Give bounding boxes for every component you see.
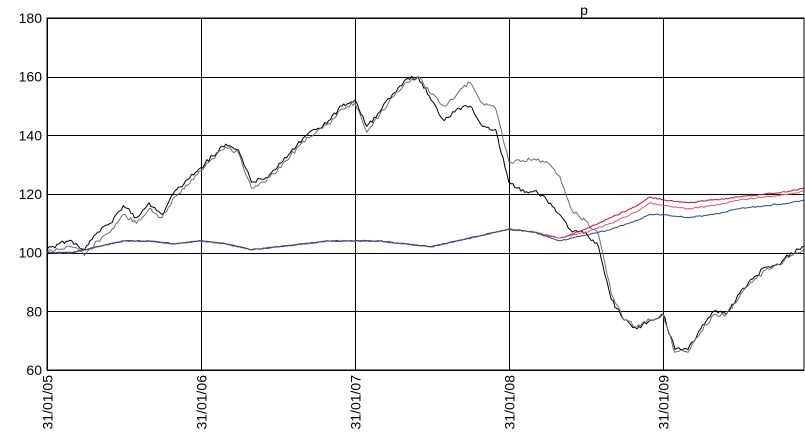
y-tick-label: 180 xyxy=(19,10,43,26)
x-tick-label: 31/01/05 xyxy=(40,375,56,430)
x-tick-label: 31/01/08 xyxy=(502,375,518,430)
series-line-bond_red_1 xyxy=(46,187,805,254)
series-line-bond_blue xyxy=(46,199,805,254)
y-axis-ticks: 60 80 100 120 140 160 180 xyxy=(19,10,43,378)
y-tick-label: 60 xyxy=(26,362,42,378)
series-line-equity_a xyxy=(46,75,804,351)
x-tick-label: 31/01/07 xyxy=(348,375,364,430)
y-tick-label: 140 xyxy=(19,127,43,143)
chart-title: p xyxy=(580,2,588,18)
grid xyxy=(47,18,804,371)
plot-frame xyxy=(46,17,805,371)
x-tick-label: 31/01/09 xyxy=(656,375,672,430)
x-axis-ticks: 31/01/05 31/01/06 31/01/07 31/01/08 31/01/09 xyxy=(40,375,672,430)
y-tick-label: 120 xyxy=(19,186,43,202)
y-tick-label: 160 xyxy=(19,69,43,85)
y-tick-label: 80 xyxy=(26,303,42,319)
x-tick-label: 31/01/06 xyxy=(194,375,210,430)
series-line-equity_b xyxy=(46,76,805,353)
y-tick-label: 100 xyxy=(19,245,43,261)
series-line-bond_red_2 xyxy=(46,190,804,254)
series-group xyxy=(46,75,805,353)
